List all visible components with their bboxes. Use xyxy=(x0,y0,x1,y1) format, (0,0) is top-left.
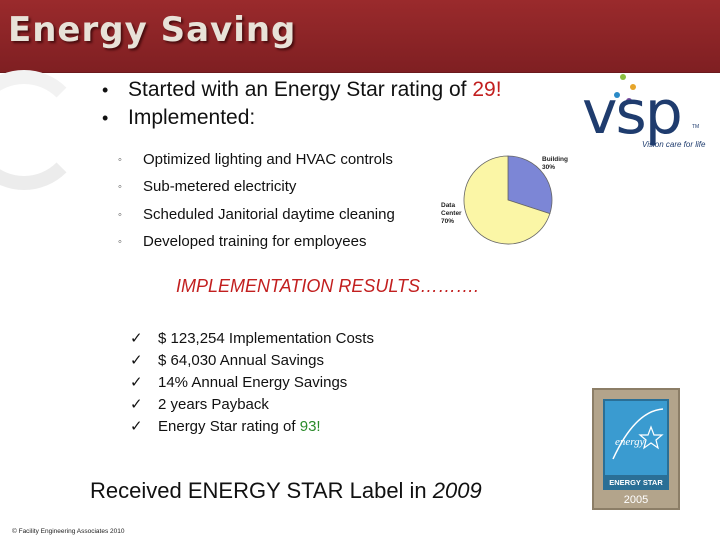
result-item: ✓ $ 123,254 Implementation Costs xyxy=(130,328,374,350)
pie-slice-building xyxy=(507,155,553,215)
ring-bullet-icon: ◦ xyxy=(118,154,122,166)
result-text: $ 64,030 Annual Savings xyxy=(158,352,324,369)
implemented-list: ◦ Optimized lighting and HVAC controls ◦ S… xyxy=(118,148,395,257)
result-text: $ 123,254 Implementation Costs xyxy=(158,330,374,347)
logo-dot-icon xyxy=(630,84,636,90)
result-item: ✓ Energy Star rating of 93! xyxy=(130,416,374,438)
check-icon: ✓ xyxy=(130,418,143,435)
energy-star-panel: energy xyxy=(603,399,669,477)
check-icon: ✓ xyxy=(130,374,143,391)
energy-star-badge: energy ENERGY STAR 2005 xyxy=(592,388,680,510)
bullet-dot-icon: • xyxy=(102,108,109,128)
ring-bullet-icon: ◦ xyxy=(118,181,122,194)
logo-dot-icon xyxy=(626,98,632,104)
footer-copyright: © Facility Engineering Associates 2010 xyxy=(12,528,125,535)
check-icon: ✓ xyxy=(130,352,143,369)
results-list: ✓ $ 123,254 Implementation Costs ✓ $ 64,03… xyxy=(130,328,374,438)
list-item-text: Optimized lighting and HVAC controls xyxy=(143,151,393,168)
list-item-text: Developed training for employees xyxy=(143,232,367,250)
result-item: ✓ $ 64,030 Annual Savings xyxy=(130,350,374,372)
badge-script-text: energy xyxy=(615,436,645,448)
final-rating-value: 93! xyxy=(299,418,321,435)
title-bar: Energy Saving xyxy=(0,0,720,73)
decorative-swirl xyxy=(0,70,84,190)
result-item: ✓ 2 years Payback xyxy=(130,394,374,416)
result-text: 2 years Payback xyxy=(158,396,269,413)
result-text: Energy Star rating of xyxy=(158,418,300,435)
logo-dot-icon xyxy=(620,74,626,80)
check-icon: ✓ xyxy=(130,330,143,347)
list-item: ◦ Developed training for employees xyxy=(118,230,395,257)
pie-label-data-center: Data Center 70% xyxy=(441,202,462,225)
received-year: 2009 xyxy=(432,478,482,503)
list-item-text: Scheduled Janitorial daytime cleaning xyxy=(143,205,395,223)
logo-tagline: Vision care for life xyxy=(642,140,706,149)
logo-tm: TM xyxy=(692,124,700,130)
main-bullets: • Started with an Energy Star rating of 2… xyxy=(102,76,502,132)
energy-use-pie-chart: Building 30% Data Center 70% xyxy=(436,150,576,250)
pie-label-building: Building 30% xyxy=(542,156,568,171)
result-item: ✓ 14% Annual Energy Savings xyxy=(130,372,374,394)
bullet-implemented-text: Implemented: xyxy=(128,106,256,129)
check-icon: ✓ xyxy=(130,396,143,413)
pie-svg xyxy=(463,155,553,245)
pie-slice-data-center xyxy=(463,155,551,245)
bullet-dot-icon: • xyxy=(102,80,109,100)
logo-wordmark: vsp xyxy=(582,78,683,148)
energy-star-icon: energy xyxy=(612,408,664,460)
received-label-statement: Received ENERGY STAR Label in 2009 xyxy=(90,478,482,504)
list-item: ◦ Sub-metered electricity xyxy=(118,175,395,202)
ring-bullet-icon: ◦ xyxy=(118,208,122,221)
bullet-rating: • Started with an Energy Star rating of 2… xyxy=(102,76,502,104)
result-text: 14% Annual Energy Savings xyxy=(158,374,348,391)
results-heading: IMPLEMENTATION RESULTS………. xyxy=(176,276,480,296)
bullet-rating-text: Started with an Energy Star rating of xyxy=(128,78,473,101)
badge-year: 2005 xyxy=(623,494,649,506)
list-item: ◦ Scheduled Janitorial daytime cleaning xyxy=(118,203,395,230)
initial-rating-value: 29! xyxy=(472,78,502,101)
vsp-logo: vsp TM Vision care for life xyxy=(582,72,712,152)
list-item: ◦ Optimized lighting and HVAC controls xyxy=(118,148,395,175)
received-text: Received ENERGY STAR Label in xyxy=(90,478,433,503)
slide-title: Energy Saving xyxy=(8,10,297,50)
badge-label: ENERGY STAR xyxy=(603,476,669,490)
logo-dot-icon xyxy=(614,92,620,98)
bullet-implemented: • Implemented: xyxy=(102,104,502,132)
ring-bullet-icon: ◦ xyxy=(118,235,122,248)
list-item-text: Sub-metered electricity xyxy=(143,178,297,196)
